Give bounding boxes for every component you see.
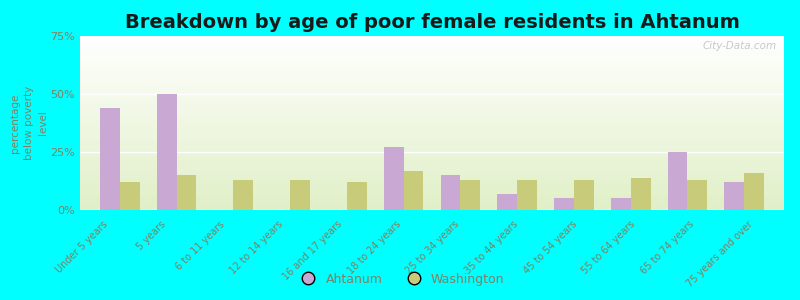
Bar [611,198,630,210]
Bar [290,180,310,210]
Legend: Ahtanum, Washington: Ahtanum, Washington [290,268,510,291]
Text: 35 to 44 years: 35 to 44 years [463,219,520,276]
Text: 75 years and over: 75 years and over [685,219,754,289]
Bar [157,94,177,210]
Text: 65 to 74 years: 65 to 74 years [639,219,696,276]
Bar [687,180,707,210]
Bar [347,182,366,210]
Bar [404,171,423,210]
Title: Breakdown by age of poor female residents in Ahtanum: Breakdown by age of poor female resident… [125,13,739,32]
Text: City-Data.com: City-Data.com [703,41,777,51]
Y-axis label: percentage
below poverty
level: percentage below poverty level [10,86,48,160]
Bar [574,180,594,210]
Bar [724,182,744,210]
Bar [441,175,460,210]
Bar [460,180,480,210]
Text: 16 and 17 years: 16 and 17 years [281,219,344,282]
Bar [234,180,253,210]
Text: 6 to 11 years: 6 to 11 years [174,219,226,272]
Bar [177,175,196,210]
Text: Under 5 years: Under 5 years [54,219,110,275]
Text: 45 to 54 years: 45 to 54 years [522,219,578,276]
Bar [517,180,537,210]
Text: 12 to 14 years: 12 to 14 years [228,219,286,276]
Bar [554,198,574,210]
Bar [498,194,517,210]
Text: 55 to 64 years: 55 to 64 years [580,219,638,276]
Text: 5 years: 5 years [135,219,168,252]
Bar [384,147,404,210]
Bar [120,182,140,210]
Bar [744,173,764,210]
Text: 25 to 34 years: 25 to 34 years [404,219,462,276]
Bar [668,152,687,210]
Text: 18 to 24 years: 18 to 24 years [346,219,402,276]
Bar [630,178,650,210]
Bar [100,108,120,210]
